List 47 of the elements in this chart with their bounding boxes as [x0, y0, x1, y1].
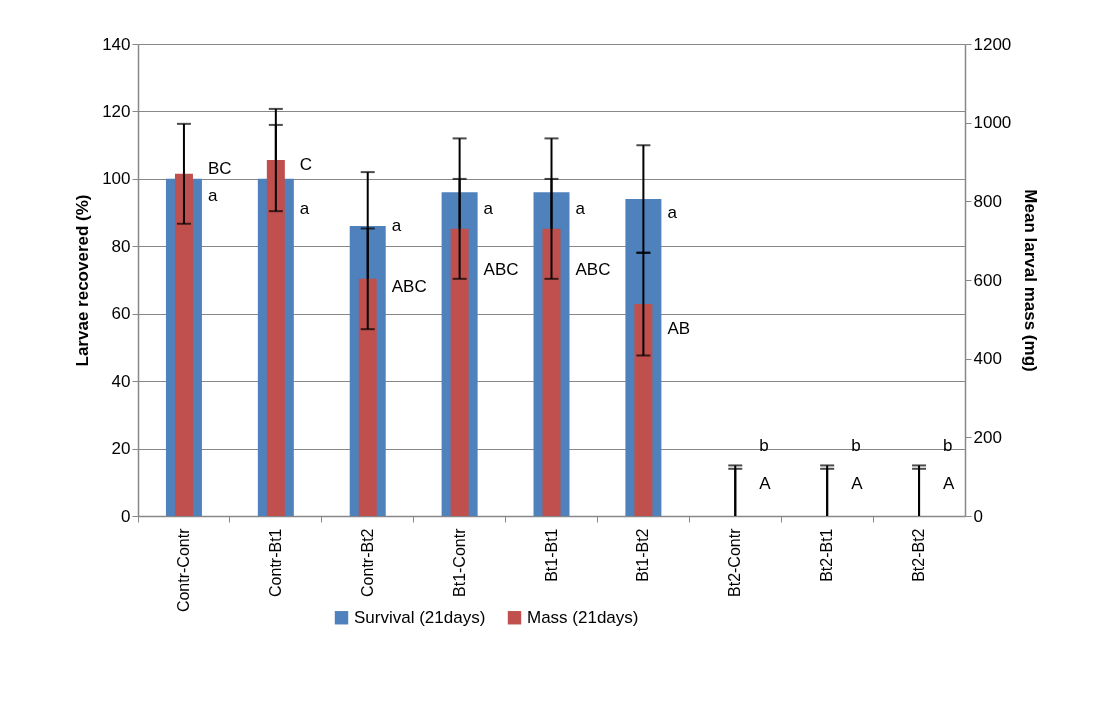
y2-tick-label: 400 — [973, 349, 1002, 369]
annotation: A — [759, 473, 772, 493]
annotation: BC — [207, 158, 232, 178]
annotation: a — [575, 199, 586, 219]
bar — [634, 303, 653, 516]
y-tick-label: 80 — [111, 236, 131, 256]
y-tick-label: 40 — [111, 371, 131, 391]
y-tick-label: 140 — [102, 34, 131, 54]
y-tick-label: 120 — [102, 101, 131, 121]
y2-tick-label: 1200 — [973, 34, 1012, 54]
annotation: a — [483, 199, 494, 219]
annotation: b — [759, 436, 769, 456]
x-tick-label: Contr-Contr — [174, 527, 192, 613]
y2-tick-label: 600 — [973, 270, 1002, 290]
y-axis-title: Larvae recovered (%) — [73, 194, 93, 367]
annotation: b — [943, 436, 953, 456]
y2-tick-label: 800 — [973, 191, 1002, 211]
annotation: a — [299, 199, 310, 219]
y2-tick-label: 0 — [973, 506, 983, 526]
y-tick-label: 20 — [111, 439, 131, 459]
annotation: a — [391, 216, 402, 236]
legend-label: Mass (21days) — [527, 607, 639, 627]
x-tick-label: Contr-Bt1 — [266, 528, 284, 597]
annotation: AB — [667, 318, 691, 338]
annotation: b — [851, 436, 861, 456]
x-tick-label: Bt1-Bt2 — [634, 528, 652, 582]
annotation: ABC — [391, 276, 427, 296]
x-tick-label: Contr-Bt2 — [358, 528, 376, 597]
legend-label: Survival (21days) — [354, 607, 486, 627]
annotation: A — [851, 473, 864, 493]
annotation: ABC — [483, 259, 519, 279]
y-tick-label: 0 — [121, 506, 131, 526]
y-tick-label: 60 — [111, 304, 131, 324]
annotation: C — [299, 155, 313, 175]
x-tick-label: Bt2-Bt1 — [818, 528, 836, 582]
x-tick-label: Bt1-Bt1 — [542, 528, 560, 582]
y2-axis-title: Mean larval mass (mg) — [1021, 189, 1041, 372]
annotation: ABC — [575, 259, 611, 279]
y-tick-label: 100 — [102, 169, 131, 189]
x-tick-label: Bt1-Contr — [450, 527, 468, 597]
annotation: a — [667, 202, 678, 222]
y2-tick-label: 200 — [973, 427, 1002, 447]
annotation: a — [207, 185, 218, 205]
y2-tick-label: 1000 — [973, 113, 1012, 133]
x-tick-label: Bt2-Bt2 — [910, 528, 928, 582]
annotation: A — [943, 473, 956, 493]
x-tick-label: Bt2-Contr — [726, 527, 744, 597]
